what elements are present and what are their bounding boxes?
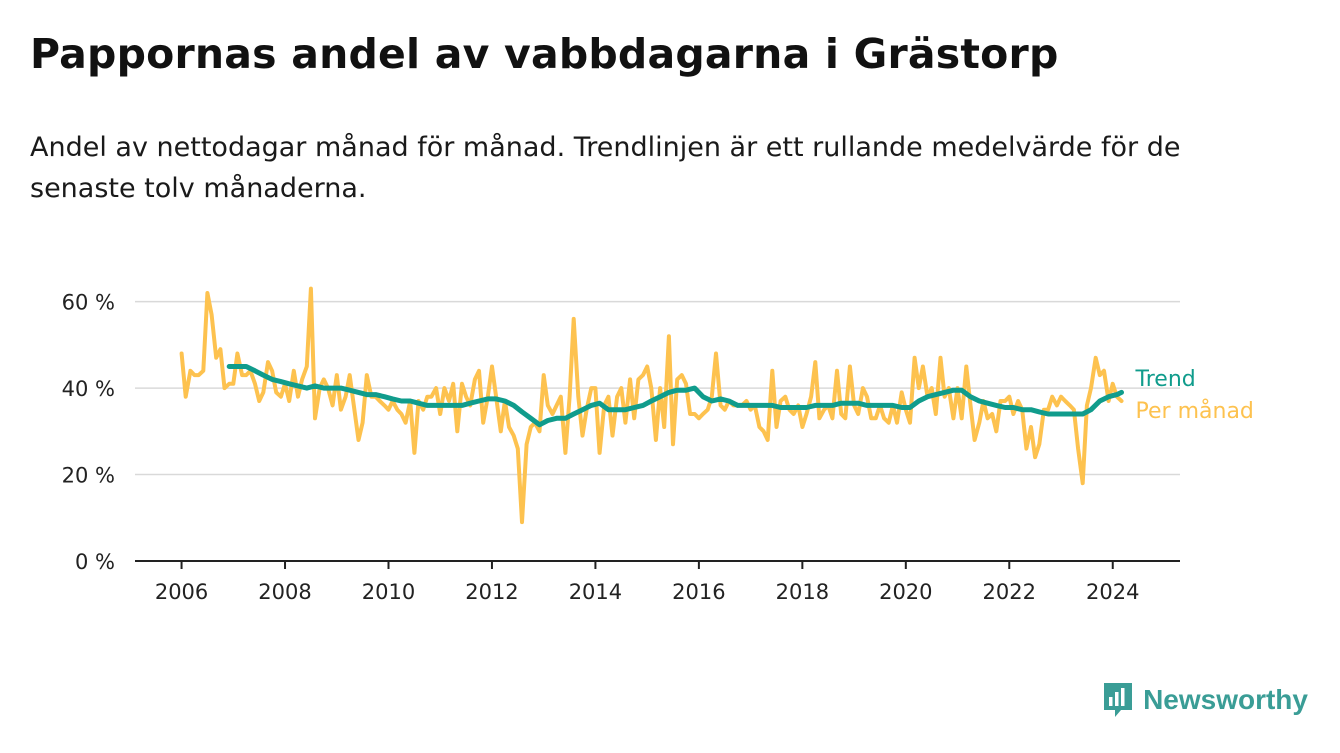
legend-labels: Per månad Trend xyxy=(1135,367,1254,424)
x-tick-label: 2006 xyxy=(155,580,208,604)
brand-logo[interactable]: Newsworthy xyxy=(1101,680,1308,720)
y-tick-label: 60 % xyxy=(62,291,115,315)
x-axis-ticks: 2006 2008 2010 2012 2014 2016 2018 2020 2022 2024 xyxy=(155,561,1139,604)
x-tick-label: 2022 xyxy=(983,580,1036,604)
x-tick-label: 2016 xyxy=(672,580,725,604)
chart-subtitle: Andel av nettodagar månad för månad. Tre… xyxy=(30,132,1181,204)
series-line-per-manad xyxy=(179,286,1124,525)
x-tick-label: 2018 xyxy=(776,580,829,604)
series-lines xyxy=(179,286,1124,525)
y-tick-label: 40 % xyxy=(62,377,115,401)
series-label: Trend xyxy=(1135,367,1196,392)
series-label: Per månad xyxy=(1136,398,1254,424)
x-tick-label: 2012 xyxy=(465,580,518,604)
series-line-trend xyxy=(226,364,1124,428)
y-axis-tick-labels: 0 % 20 % 40 % 60 % xyxy=(62,291,115,574)
x-tick-label: 2020 xyxy=(879,580,932,604)
y-tick-label: 20 % xyxy=(62,464,115,488)
newsworthy-logo-icon xyxy=(1104,683,1133,717)
brand-name: Newsworthy xyxy=(1143,684,1308,715)
x-tick-label: 2008 xyxy=(258,580,311,604)
y-tick-label: 0 % xyxy=(75,550,115,574)
x-tick-label: 2010 xyxy=(362,580,415,604)
chart-title: Pappornas andel av vabbdagarna i Grästor… xyxy=(30,30,1059,78)
x-tick-label: 2024 xyxy=(1086,580,1139,604)
x-tick-label: 2014 xyxy=(569,580,622,604)
